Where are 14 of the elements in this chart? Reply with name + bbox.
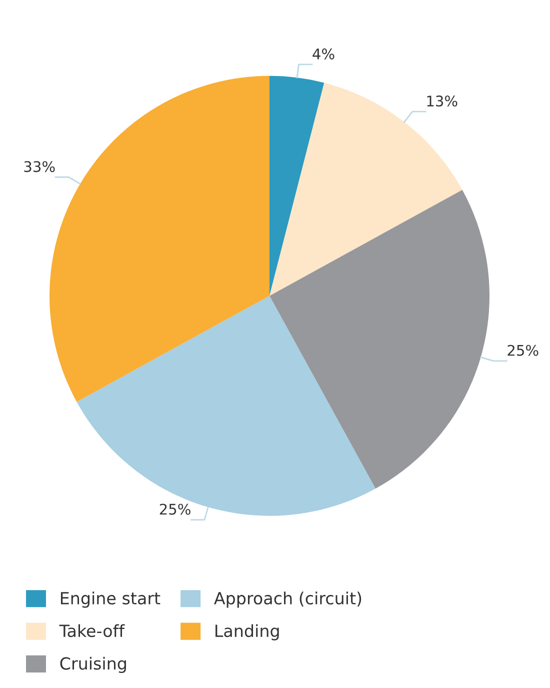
data-label: 25%: [508, 344, 538, 356]
data-label: 4%: [312, 48, 334, 60]
legend-label: Landing: [216, 624, 279, 640]
pie-slice: [76, 296, 376, 516]
legend-label: Approach (circuit): [214, 592, 362, 608]
pie-slice: [270, 76, 324, 296]
pie-slice: [270, 82, 462, 296]
legend-label: Engine start: [60, 592, 160, 608]
legend-label: Cruising: [60, 656, 126, 673]
data-label: 33%: [24, 161, 55, 172]
data-label: 25%: [160, 504, 190, 515]
pie-slice: [270, 190, 490, 489]
data-label: 13%: [427, 96, 458, 107]
legend-label: Take-off: [59, 624, 125, 638]
